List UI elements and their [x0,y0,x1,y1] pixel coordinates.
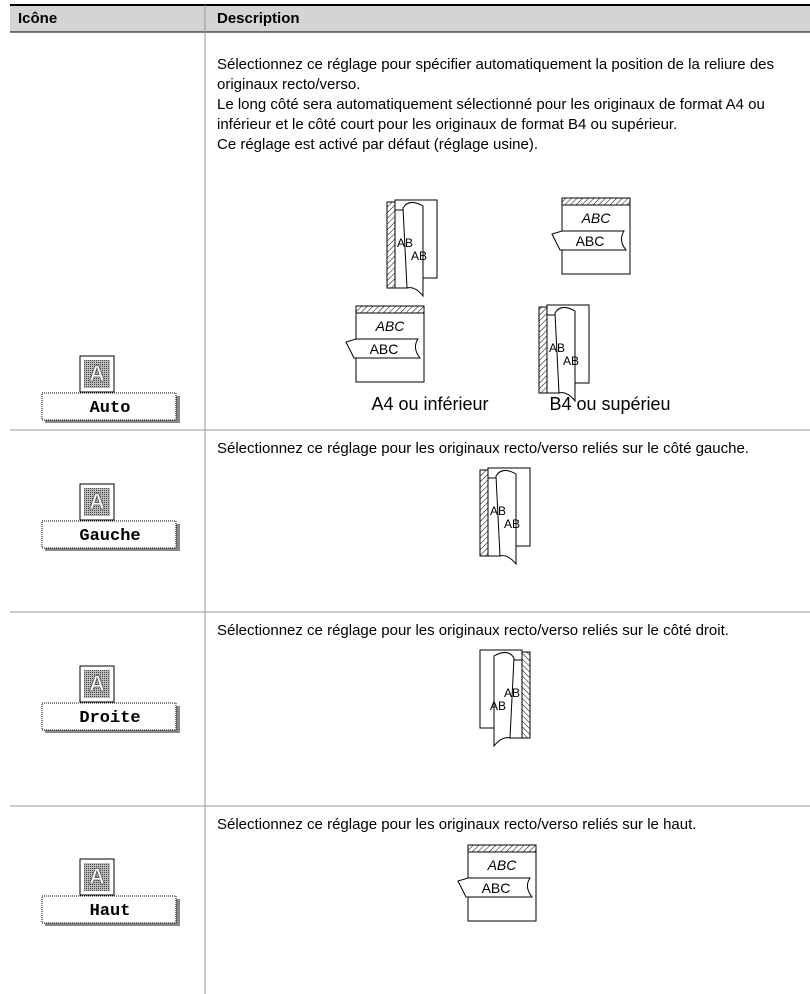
front-flap [551,230,628,251]
figure-label: ABC [487,857,518,873]
paragraph: Le long côté sera automatiquement sélect… [217,96,765,133]
figure-label: ABC [581,210,612,226]
button-label: Droite [79,709,140,728]
figure-label: AB [563,354,579,368]
curl-page [495,470,517,566]
icon-glyph: A [89,864,105,889]
paragraph: Sélectionnez ce réglage pour les origina… [217,440,749,457]
button [41,520,177,549]
binding-strip [386,201,396,289]
icon-glyph: A [89,361,105,386]
binding-strip [467,844,537,853]
button-label: Auto [90,399,131,418]
figure-label: AB [490,504,506,518]
front-flap [457,877,534,898]
figure-label: AB [397,236,413,250]
figure-label: ABC [482,880,511,896]
button [41,702,177,731]
paragraph: Sélectionnez ce réglage pour spécifier a… [217,56,774,93]
binding-strip [355,305,425,314]
button [41,392,177,421]
description: Sélectionnez ce réglage pour les origina… [217,815,807,835]
figure-label: ABC [370,341,399,357]
paragraph: Ce réglage est activé par défaut (réglag… [217,136,539,153]
figure-label: AB [504,517,520,531]
icon-square-fill [84,670,110,698]
icon-glyph: A [89,489,105,514]
description: Sélectionnez ce réglage pour spécifier a… [217,55,807,155]
figure-label: AB [490,699,506,713]
binding-strip [538,306,548,394]
curl-page [493,652,515,748]
paragraph: Sélectionnez ce réglage pour les origina… [217,816,697,833]
icon-square-fill [84,488,110,516]
icon-glyph: A [89,671,105,696]
figure-label: AB [549,341,565,355]
header-icon: Icône [18,10,58,27]
curl-page [554,307,576,403]
curl-page [402,202,424,298]
paragraph: Sélectionnez ce réglage pour les origina… [217,622,729,639]
button-label: Gauche [79,527,140,546]
binding-strip [561,197,631,206]
description: Sélectionnez ce réglage pour les origina… [217,621,807,641]
figure-label: AB [411,249,427,263]
front-flap [345,338,422,359]
button-label: Haut [90,902,131,921]
description: Sélectionnez ce réglage pour les origina… [217,439,807,459]
binding-strip [479,469,489,557]
figure-label: ABC [576,233,605,249]
figure-label: ABC [375,318,406,334]
binding-strip [521,651,531,739]
button [41,895,177,924]
caption: B4 ou supérieu [549,394,670,414]
icon-square-fill [84,863,110,891]
icon-square-fill [84,360,110,388]
header-bg [10,5,810,32]
caption: A4 ou inférieur [371,394,488,414]
figure-label: AB [504,686,520,700]
header-description: Description [217,10,300,27]
